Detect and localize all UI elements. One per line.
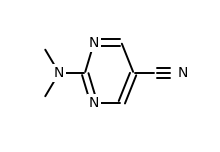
Text: N: N: [89, 36, 99, 50]
Text: N: N: [89, 96, 99, 110]
Text: N: N: [178, 66, 188, 80]
Text: N: N: [54, 66, 64, 80]
